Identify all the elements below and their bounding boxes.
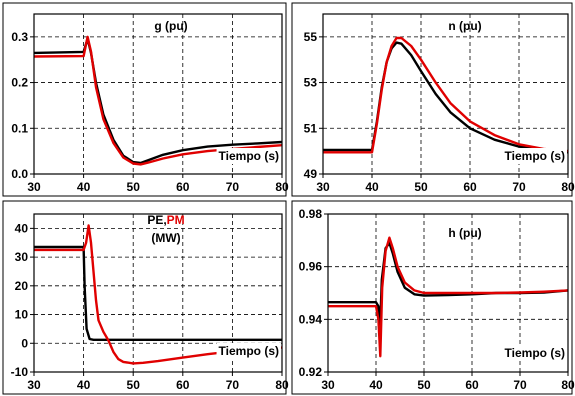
y-tick-label: 0.96	[299, 260, 323, 274]
series-line-red	[34, 224, 282, 365]
panel-frame	[2, 200, 287, 395]
x-axis-label: Tiempo (s)	[219, 149, 279, 163]
plot-area	[327, 213, 569, 373]
y-tick-label: 0.98	[299, 207, 323, 221]
x-axis-label-background	[216, 148, 282, 164]
y-tick-label: 53	[304, 76, 318, 90]
chart-panel: 30 40 50 60 70 80 0.0 0.1 0.2 0.3 g (pu) Tiempo (s)	[2, 2, 289, 197]
plot-area	[33, 13, 283, 175]
chart-title: h (pu)	[448, 226, 481, 240]
series-line-red	[328, 236, 568, 358]
y-tick-label: 30	[15, 250, 29, 264]
x-axis-label-background	[502, 345, 568, 361]
x-tick-label: 40	[369, 378, 383, 392]
x-tick-label: 50	[414, 180, 428, 194]
panel-frame	[2, 2, 287, 197]
x-tick-label: 30	[321, 378, 335, 392]
x-tick-label: 80	[561, 378, 575, 392]
x-tick-label: 80	[275, 378, 289, 392]
x-tick-label: 40	[365, 180, 379, 194]
chart-panel: 30 40 50 60 70 80 49 51 53 55 n (pu) Tiempo (s)	[291, 2, 575, 197]
chart-panel: 30 40 50 60 70 80 0.92 0.94 0.96 0.98 h (pu) Tiempo…	[291, 200, 575, 395]
panel-frame	[291, 200, 573, 395]
x-axis-label: Tiempo (s)	[505, 149, 565, 163]
x-tick-label: 70	[226, 180, 240, 194]
y-tick-label: 51	[304, 121, 318, 135]
chart-title: PE,PM	[147, 213, 184, 227]
x-tick-label: 60	[465, 378, 479, 392]
x-axis-label-background	[216, 343, 282, 359]
x-tick-label: 70	[226, 378, 240, 392]
y-tick-label: 0.94	[299, 312, 323, 326]
y-tick-label: 0.2	[11, 76, 28, 90]
y-tick-label: 40	[15, 221, 29, 235]
y-tick-label: 0.3	[11, 30, 28, 44]
x-tick-label: 60	[176, 378, 190, 392]
x-tick-label: 70	[512, 180, 526, 194]
series-line-black	[34, 245, 282, 341]
x-tick-label: 50	[127, 378, 141, 392]
series-line-red	[34, 35, 282, 166]
x-tick-label: 80	[561, 180, 575, 194]
x-tick-label: 70	[513, 378, 527, 392]
x-tick-label: 80	[275, 180, 289, 194]
series-line-red	[323, 36, 568, 154]
y-tick-label: 55	[304, 30, 318, 44]
y-tick-label: 0.1	[11, 121, 28, 135]
x-tick-label: 30	[316, 180, 330, 194]
panel-frame	[291, 2, 573, 197]
x-tick-label: 50	[417, 378, 431, 392]
x-tick-label: 30	[27, 180, 41, 194]
y-tick-label: 49	[304, 167, 318, 181]
y-tick-label: 0.0	[11, 167, 28, 181]
x-tick-label: 60	[463, 180, 477, 194]
x-tick-label: 40	[77, 180, 91, 194]
y-tick-label: 10	[15, 308, 29, 322]
x-axis-label: Tiempo (s)	[505, 346, 565, 360]
y-tick-label: 0.92	[299, 365, 323, 379]
chart-panel: 30 40 50 60 70 80 -10 0 10 20 30 40 PE,PM (MW) Tiempo …	[2, 200, 289, 395]
y-tick-label: -10	[11, 365, 29, 379]
chart-title: n (pu)	[448, 19, 481, 33]
chart-title: g (pu)	[154, 19, 187, 33]
chart-subtitle: (MW)	[151, 231, 180, 245]
x-axis-label: Tiempo (s)	[219, 344, 279, 358]
x-tick-label: 30	[27, 378, 41, 392]
y-tick-label: 20	[15, 279, 29, 293]
plot-area	[33, 213, 283, 373]
x-tick-label: 50	[127, 180, 141, 194]
x-axis-label-background	[502, 148, 568, 164]
plot-area	[322, 13, 569, 175]
x-tick-label: 40	[77, 378, 91, 392]
x-tick-label: 60	[176, 180, 190, 194]
y-tick-label: 0	[21, 336, 28, 350]
